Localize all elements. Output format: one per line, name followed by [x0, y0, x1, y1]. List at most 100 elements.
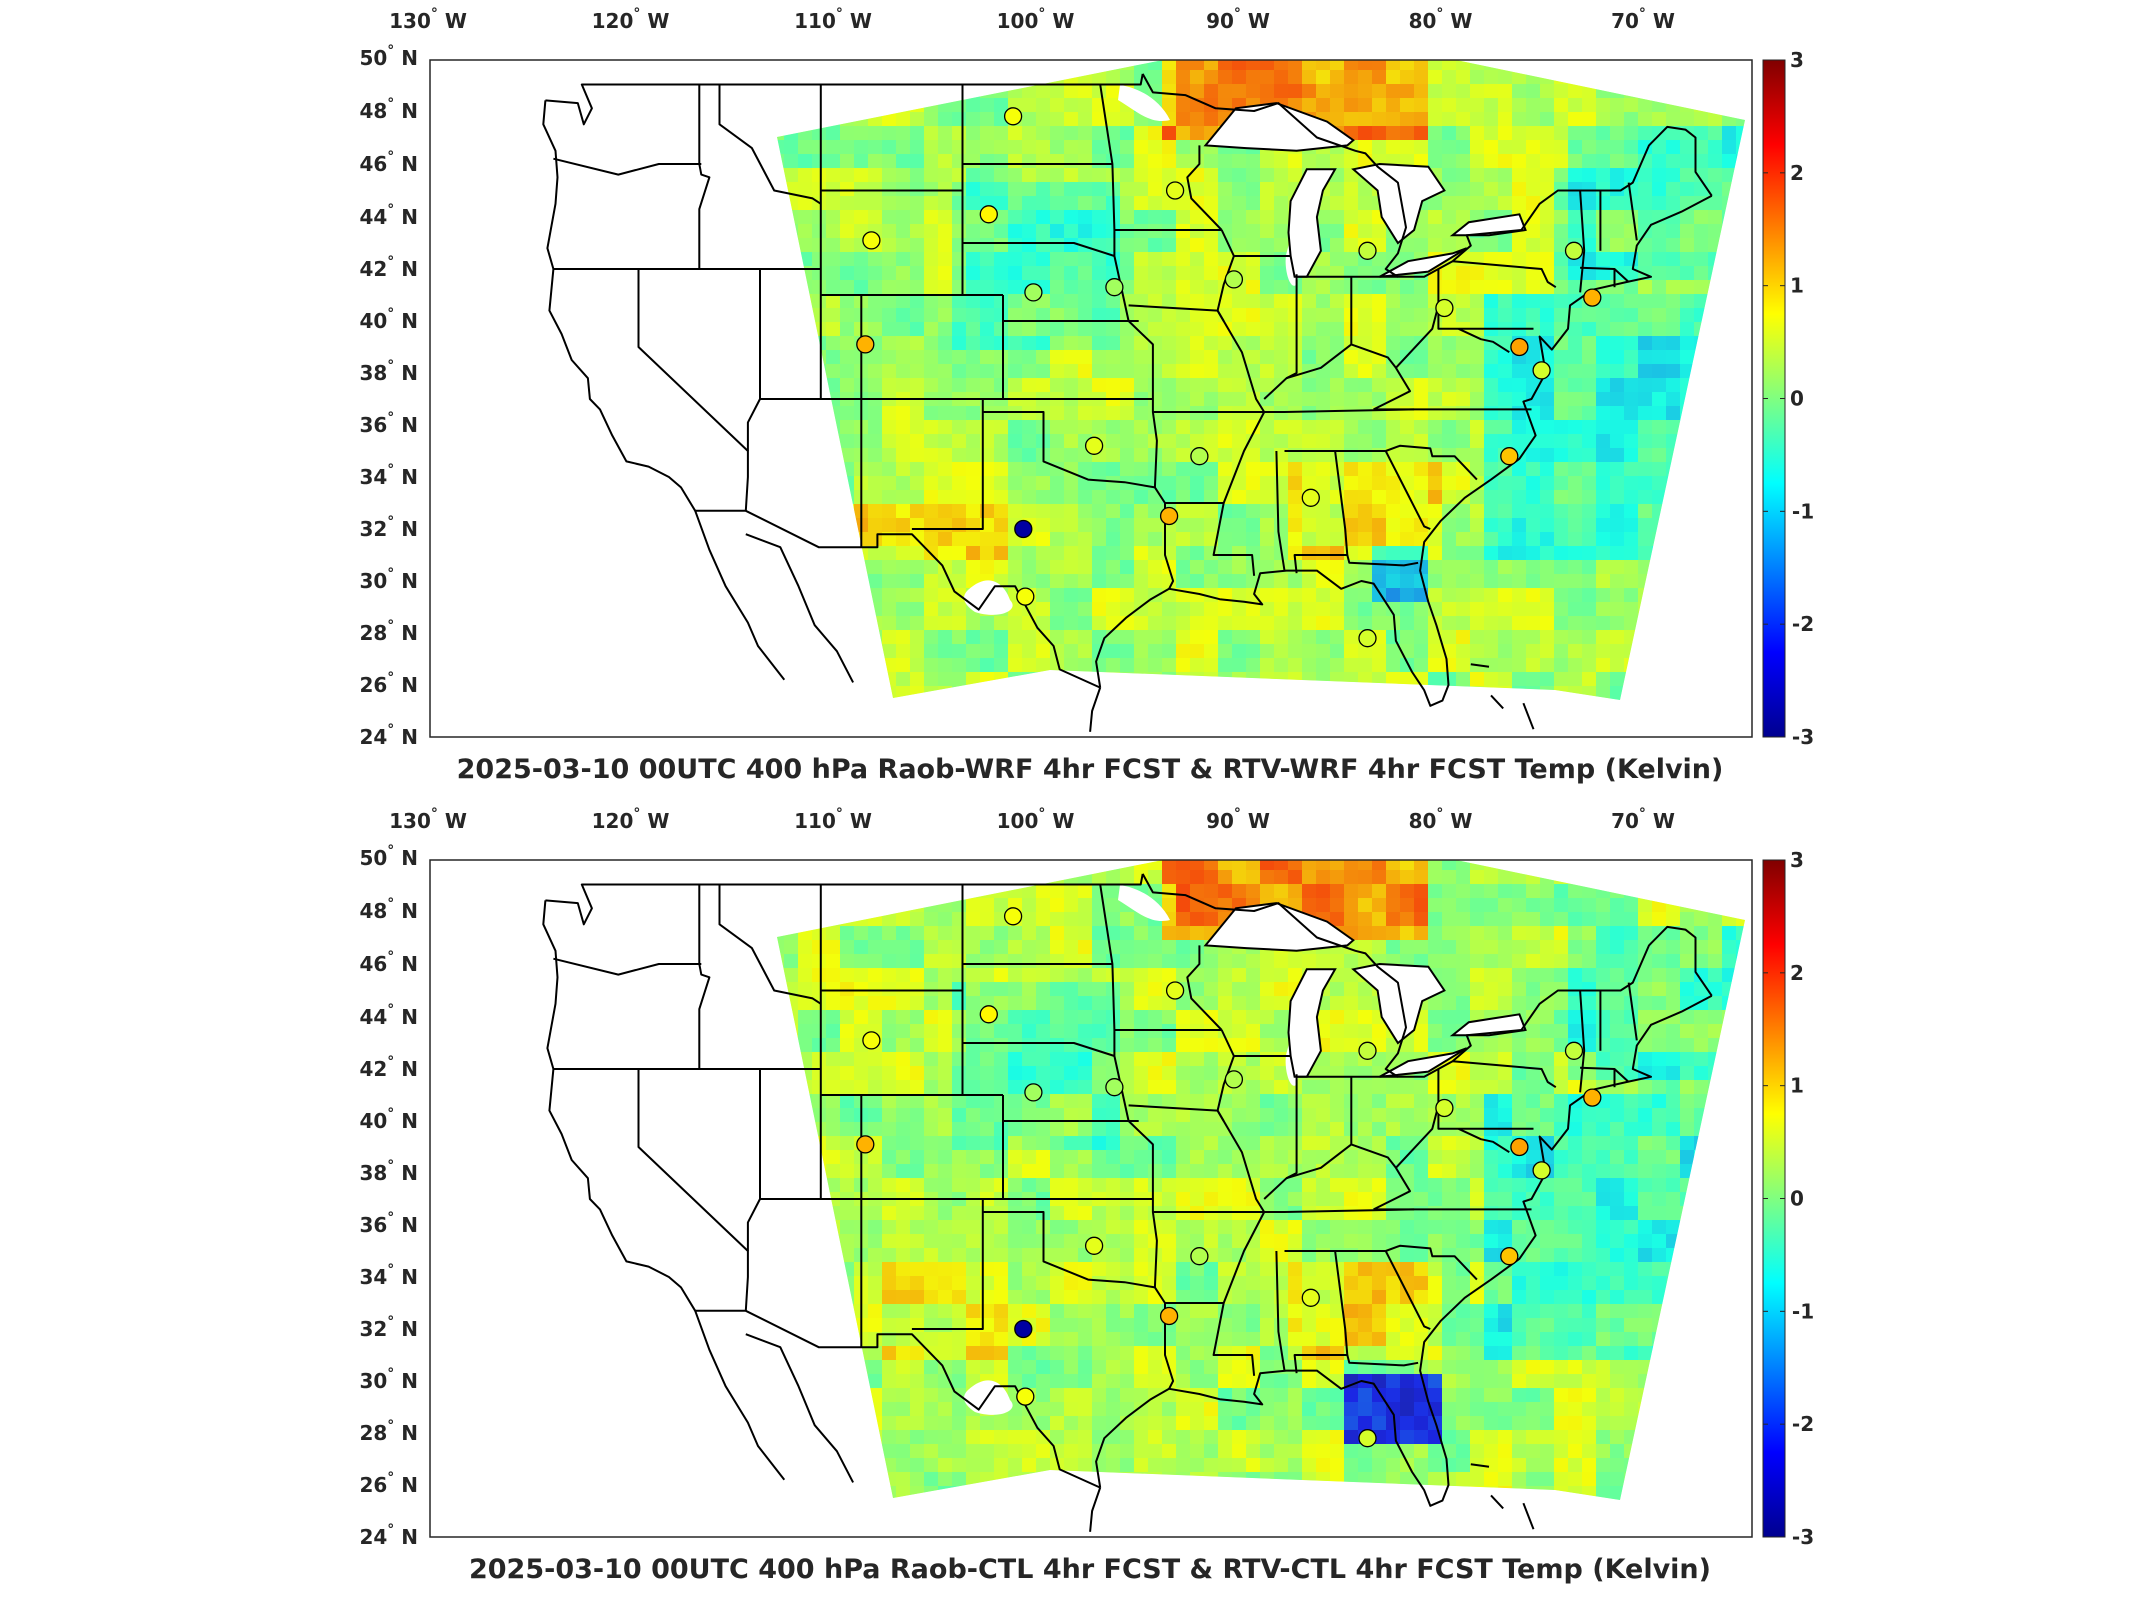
colorbar-tick-label: 2 — [1790, 161, 1804, 185]
colorbar-tick-label: -3 — [1792, 1525, 1814, 1549]
raob-station-marker — [1584, 1089, 1601, 1106]
longitude-tick-label: 110° W — [794, 6, 872, 33]
latitude-tick-label: 36° N — [359, 410, 418, 437]
raob-station-marker — [1017, 1388, 1034, 1405]
boundary-line — [695, 511, 784, 680]
colorbar-tick-label: 0 — [1790, 1187, 1804, 1211]
raob-station-marker — [980, 206, 997, 223]
raob-station-marker — [1191, 1248, 1208, 1265]
latitude-tick-label: 28° N — [359, 618, 418, 645]
temperature-difference-field — [770, 856, 1764, 1514]
colorbar-tick-label: 3 — [1790, 48, 1804, 72]
raob-station-marker — [857, 336, 874, 353]
raob-station-marker — [1086, 1237, 1103, 1254]
raob-station-marker — [1501, 1248, 1518, 1265]
raob-station-marker — [1533, 362, 1550, 379]
raob-station-marker — [1359, 630, 1376, 647]
colorbar-tick-label: 1 — [1790, 1074, 1804, 1098]
raob-station-marker — [1511, 339, 1528, 356]
boundary-line — [695, 1311, 784, 1480]
longitude-tick-label: 100° W — [997, 6, 1075, 33]
colorbar-tick-label: -1 — [1792, 499, 1814, 523]
latitude-tick-label: 32° N — [359, 1314, 418, 1341]
boundary-line — [699, 85, 709, 270]
longitude-tick-label: 100° W — [997, 806, 1075, 833]
longitude-tick-label: 70° W — [1611, 806, 1675, 833]
latitude-tick-label: 46° N — [359, 149, 418, 176]
longitude-tick-label: 130° W — [389, 6, 467, 33]
boundary-line — [1090, 688, 1100, 732]
raob-station-marker — [1225, 271, 1242, 288]
colorbar-tick-label: -2 — [1792, 612, 1814, 636]
raob-station-marker — [1025, 284, 1042, 301]
longitude-tick-label: 120° W — [592, 6, 670, 33]
latitude-tick-label: 28° N — [359, 1418, 418, 1445]
boundary-line — [746, 534, 853, 682]
boundary-line — [553, 959, 701, 975]
raob-station-marker — [863, 232, 880, 249]
temperature-difference-field — [770, 56, 1764, 714]
raob-station-marker — [1302, 489, 1319, 506]
longitude-tick-label: 120° W — [592, 806, 670, 833]
raob-station-marker — [1106, 1079, 1123, 1096]
raob-station-marker — [1566, 242, 1583, 259]
raob-station-marker — [1436, 300, 1453, 317]
latitude-tick-label: 30° N — [359, 566, 418, 593]
raob-station-marker — [1015, 521, 1032, 538]
latitude-tick-label: 50° N — [359, 843, 418, 870]
raob-station-marker — [1566, 1042, 1583, 1059]
latitude-tick-label: 48° N — [359, 896, 418, 923]
longitude-tick-label: 80° W — [1409, 806, 1473, 833]
raob-station-marker — [1533, 1162, 1550, 1179]
boundary-line — [553, 159, 701, 175]
longitude-tick-label: 90° W — [1206, 6, 1270, 33]
raob-station-marker — [980, 1006, 997, 1023]
raob-station-marker — [1015, 1321, 1032, 1338]
latitude-tick-label: 48° N — [359, 96, 418, 123]
boundary-line — [1491, 695, 1503, 708]
raob-station-marker — [1359, 1430, 1376, 1447]
latitude-tick-label: 34° N — [359, 462, 418, 489]
latitude-tick-label: 44° N — [359, 1002, 418, 1029]
colorbar-tick-label: 0 — [1790, 387, 1804, 411]
latitude-tick-label: 36° N — [359, 1210, 418, 1237]
latitude-tick-label: 26° N — [359, 670, 418, 697]
raob-station-marker — [1359, 242, 1376, 259]
raob-station-marker — [1167, 982, 1184, 999]
latitude-tick-label: 30° N — [359, 1366, 418, 1393]
raob-station-marker — [1225, 1071, 1242, 1088]
raob-station-marker — [1106, 279, 1123, 296]
colorbar-tick-label: 2 — [1790, 961, 1804, 985]
latitude-tick-label: 50° N — [359, 43, 418, 70]
boundary-line — [748, 269, 760, 451]
boundary-line — [1523, 1503, 1533, 1529]
colorbar-tick-label: -2 — [1792, 1412, 1814, 1436]
colorbar-tick-label: 1 — [1790, 274, 1804, 298]
raob-station-marker — [1511, 1139, 1528, 1156]
longitude-tick-label: 70° W — [1611, 6, 1675, 33]
colorbar-tick-label: -1 — [1792, 1299, 1814, 1323]
boundary-line — [1491, 1495, 1503, 1508]
colorbar-tick-label: 3 — [1790, 848, 1804, 872]
longitude-tick-label: 110° W — [794, 806, 872, 833]
latitude-tick-label: 38° N — [359, 1158, 418, 1185]
raob-station-marker — [1436, 1100, 1453, 1117]
latitude-tick-label: 46° N — [359, 949, 418, 976]
latitude-tick-label: 24° N — [359, 1522, 418, 1549]
latitude-tick-label: 42° N — [359, 1054, 418, 1081]
latitude-tick-label: 44° N — [359, 202, 418, 229]
longitude-tick-label: 90° W — [1206, 806, 1270, 833]
latitude-tick-label: 40° N — [359, 1106, 418, 1133]
latitude-tick-label: 32° N — [359, 514, 418, 541]
latitude-tick-label: 26° N — [359, 1470, 418, 1497]
raob-station-marker — [1167, 182, 1184, 199]
raob-station-marker — [1161, 508, 1178, 525]
boundary-line — [1090, 1488, 1100, 1532]
raob-station-marker — [1005, 108, 1022, 125]
latitude-tick-label: 40° N — [359, 306, 418, 333]
raob-station-marker — [863, 1032, 880, 1049]
boundary-line — [746, 1334, 853, 1482]
